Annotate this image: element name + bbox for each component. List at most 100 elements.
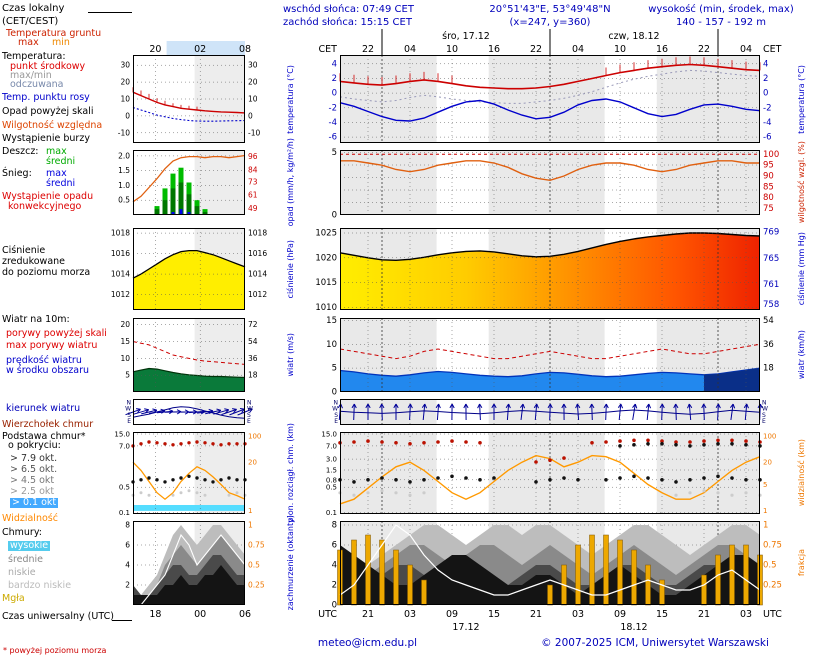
legend-item: konwekcyjnego [8,201,82,212]
local-time-line2: (CET/CEST) [2,16,59,27]
axis-tick-label: 0.25 [763,581,782,591]
legend-item: > 0.1 okt [10,497,59,508]
compass-letter: N [127,400,132,407]
axis-tick-label: 1.0 [118,181,130,190]
mini-utc-tick: 00 [194,609,206,620]
axis-tick-label: 2 [332,581,337,591]
legend-item: średni [46,156,76,167]
axis-tick-label: 0.1 [119,509,130,517]
axis-tick-label: 0 [248,111,253,120]
mini_temperature-panel: 30 20 10 0 -10 30 20 10 0 -10 [118,55,260,143]
axis-unit-label: zachmurzenie (oktanty) [283,515,297,610]
sun-times: wschód słońca: 07:49 CET zachód słońca: … [283,3,414,29]
wind-panel: 15 10 5 0 54 36 18 [326,316,774,398]
sunrise-text: wschód słońca: 07:49 CET [283,4,414,15]
mini-utc-tick: 18 [149,609,161,620]
axis-tick-label: -6 [763,133,771,143]
compass-letter: E [334,418,338,425]
coords-text: 20°51'43"E, 53°49'48"N [489,4,611,15]
axis-tick-label: 0.75 [763,541,782,551]
legend-item: Czas uniwersalny (UTC) [2,611,114,622]
mini-utc-tick: 06 [239,609,251,620]
axis-tick-label: 8 [125,521,130,530]
compass-letter: N [247,400,252,407]
legend-item: Ciśnienie [2,245,46,256]
cet-tick: 22 [698,44,710,55]
axis-tick-label: 769 [763,227,779,237]
compass-letter: N [762,400,767,407]
utc-tick: 09 [614,609,626,620]
legend-item: prędkość wiatru [6,355,82,366]
axis-tick-label: 5 [125,371,130,380]
axis-tick-label: 5 [763,481,767,489]
axis-tick-label: 20 [248,78,258,87]
pressure-panel: 1025 1020 1015 1010 769 765 761 758 [315,227,779,313]
axis-tick-label: 0.25 [248,581,265,590]
utc-tick: 21 [530,609,542,620]
compass-letter: W [332,406,338,413]
axis-tick-label: 1020 [315,253,337,263]
axis-tick-label: 84 [248,165,258,174]
axis-tick-label: 10 [120,354,130,363]
axis-tick-label: 1025 [315,228,337,238]
contact-email-link[interactable]: meteo@icm.edu.pl [317,637,418,649]
axis-tick-label: 4 [332,59,337,69]
mini_wind-panel: 20 15 10 5 72 54 36 18 [120,318,258,392]
axis-tick-label: 18 [763,364,774,374]
axis-tick-label: 5 [332,364,337,374]
axis-tick-label: 4 [125,561,130,570]
axis-unit-label: opad (mm/h, kg/m²/h) [283,138,297,226]
axis-tick-label: 95 [763,161,774,171]
axis-tick-label: 36 [763,340,774,350]
axis-unit-label-text: wiatr (km/h) [796,330,806,380]
mini_precip-panel: 2.0 1.5 1.0 0.5 96 84 73 61 49 [118,150,258,215]
axis-tick-label: 15.0 [321,430,337,438]
axis-tick-label: 3.0 [326,456,337,464]
axis-tick-label: 20 [120,320,130,329]
legend-item: Temp. punktu rosy [2,92,90,103]
legend-item: Wystąpienie opadu [2,191,94,202]
utc-axis-label: UTC [763,609,782,620]
axis-tick-label: 30 [248,61,258,70]
axis-unit-label-text: pion. rozciągł. chm. (km) [285,423,295,523]
axis-tick-label: 6 [332,541,337,551]
legend-item: Temperatura gruntu [6,28,102,39]
axis-tick-label: 72 [248,320,258,329]
cet-axis-label: CET [763,44,782,55]
axis-tick-label: 1014 [248,270,267,279]
legend-column: Temperatura gruntu max min Temperatura: punk… [0,0,270,660]
axis-tick-label: 0.8 [326,476,337,484]
axis-tick-label: 1014 [111,270,130,279]
axis-tick-label: 61 [248,191,258,200]
legend-item: Podstawa chmur* [2,431,86,442]
axis-tick-label: 7.0 [326,442,337,450]
cet-tick: 04 [404,44,416,55]
legend-item: odczuwana [10,79,64,90]
axis-tick-label: 0.75 [248,541,265,550]
axis-tick-label: 1.5 [118,166,130,175]
axis-tick-label: 0.5 [326,484,337,492]
legend-item: Wierzchołek chmur [2,419,94,430]
legend-item: Temperatura: [2,51,66,62]
legend-item: max [18,37,39,48]
altitude-values: 140 - 157 - 192 m [675,17,767,28]
axis-unit-label-text: temperatura (°C) [796,64,806,134]
axis-tick-label: 20 [248,459,257,467]
axis-unit-label: pion. rozciągł. chm. (km) [283,423,297,523]
axis-tick-label: 0 [332,601,337,611]
axis-tick-label: 765 [763,254,779,264]
local-time-connector [88,12,132,13]
compass-letter: E [127,418,131,425]
compass-letter: E [247,418,251,425]
axis-unit-label-text: ciśnienie (hPa) [285,239,295,299]
axis-unit-label: wiatr (km/h) [794,318,808,392]
winddir-panel: N NW WS SE E [332,399,768,425]
cloudcover-panel: 8 6 4 2 0 1 0.75 0.5 0.25 [332,521,782,611]
cet-tick: 04 [740,44,752,55]
axis-tick-label: 1015 [315,278,337,288]
axis-tick-label: 18 [248,371,258,380]
altitude-footnote: * powyżej poziomu morza [3,646,107,655]
day-label: czw, 18.12 [608,31,659,42]
altitude-label: wysokość (min, środek, max) [648,4,794,15]
axis-tick-label: 90 [763,172,774,182]
